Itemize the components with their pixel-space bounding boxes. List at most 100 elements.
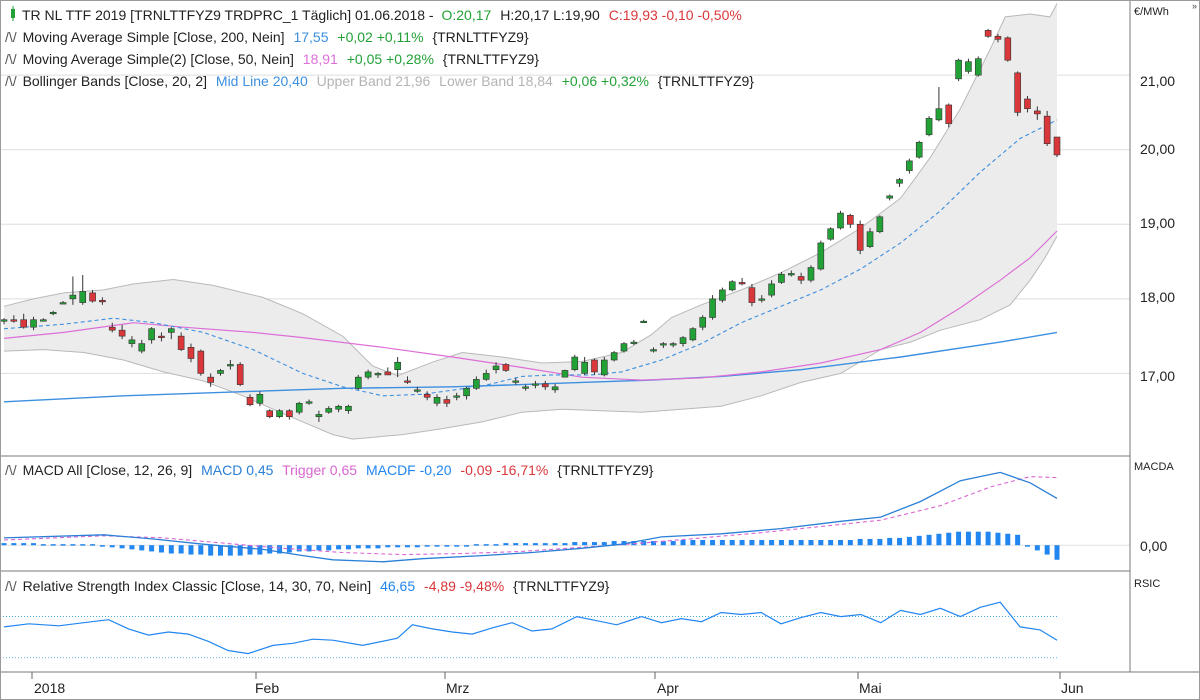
candle xyxy=(246,394,254,407)
candle-body xyxy=(138,343,146,352)
candle xyxy=(404,376,411,384)
candle xyxy=(79,274,87,305)
candle-body xyxy=(118,329,126,337)
candle-body xyxy=(473,379,480,389)
candle-icon xyxy=(11,6,15,21)
macdf-bar xyxy=(218,545,224,556)
candle xyxy=(148,327,155,344)
macdf-bar xyxy=(985,531,991,546)
line-style-icon: /\/ xyxy=(5,73,17,89)
macdf-bar xyxy=(316,545,322,551)
candle xyxy=(876,215,884,234)
macdf-bar xyxy=(611,541,617,546)
legend-macd-macdf: MACDF -0,20 xyxy=(366,462,452,478)
scroll-marker-icon[interactable]: » xyxy=(1192,1,1197,11)
macdf-bar xyxy=(1005,533,1011,546)
candle xyxy=(620,342,628,353)
candle xyxy=(561,369,569,378)
macdf-bar xyxy=(483,544,489,546)
candle-body xyxy=(443,399,451,404)
macdf-bar xyxy=(257,545,263,555)
macd-tick-zero: 0,00 xyxy=(1140,538,1167,554)
candle xyxy=(276,409,283,419)
candle xyxy=(512,377,520,385)
candle-body xyxy=(59,302,67,305)
macdf-bar xyxy=(424,545,430,547)
candle xyxy=(827,227,834,241)
candle xyxy=(177,332,185,352)
candle xyxy=(768,280,775,298)
candle xyxy=(374,371,382,378)
trigger-line xyxy=(3,476,1058,556)
macdf-bar xyxy=(956,531,962,546)
candle xyxy=(689,327,697,342)
candle-body xyxy=(266,410,274,417)
macdf-bar xyxy=(296,545,302,552)
candle-body xyxy=(128,339,136,344)
candle-body xyxy=(945,104,953,124)
candle xyxy=(335,404,342,413)
candle-body xyxy=(69,294,77,300)
legend-rsi-change: -4,89 -9,48% xyxy=(424,578,504,594)
candle-body xyxy=(896,179,903,184)
candle-body xyxy=(295,402,303,413)
legend-rsi: /\/ Relative Strength Index Classic [Clo… xyxy=(5,578,610,594)
macdf-bar xyxy=(434,545,440,547)
candle-body xyxy=(256,394,264,404)
macdf-bar xyxy=(729,540,735,546)
candle xyxy=(1043,110,1051,146)
candle xyxy=(69,276,77,305)
candle xyxy=(315,410,323,422)
candle-body xyxy=(660,343,667,346)
month-label-mrz: Mrz xyxy=(446,680,469,696)
candle-body xyxy=(207,376,214,383)
candle xyxy=(738,277,746,286)
candle xyxy=(610,351,618,362)
candle-body xyxy=(807,267,815,281)
macdf-bar xyxy=(139,545,145,551)
macdf-bar xyxy=(532,543,538,546)
candle xyxy=(1014,71,1021,117)
candle-body xyxy=(10,319,18,322)
candle xyxy=(502,362,510,372)
legend-ma200-change: +0,02 +0,11% xyxy=(337,29,423,45)
macdf-bar xyxy=(70,544,76,546)
candle xyxy=(325,406,333,414)
candle xyxy=(40,318,47,322)
candle-body xyxy=(167,328,175,333)
macdf-bar xyxy=(198,545,204,555)
candle-body xyxy=(571,356,579,370)
legend-ma50: /\/ Moving Average Simple(2) [Close, 50,… xyxy=(5,51,539,67)
candle xyxy=(423,391,431,401)
macdf-bar xyxy=(926,534,932,546)
macdf-bar xyxy=(965,531,971,546)
candle-body xyxy=(354,376,362,389)
candle-body xyxy=(591,359,598,373)
macdf-bar xyxy=(464,545,470,547)
candle-body xyxy=(541,383,549,388)
macdf-bar xyxy=(690,540,696,546)
candle-body xyxy=(394,361,401,370)
candle xyxy=(709,295,716,320)
candle xyxy=(679,336,687,347)
candle xyxy=(89,289,96,303)
month-label-feb: Feb xyxy=(255,680,279,696)
candle-body xyxy=(30,319,37,328)
candle xyxy=(896,178,903,187)
legend-ma200-title: Moving Average Simple [Close, 200, Nein] xyxy=(23,29,285,45)
candle xyxy=(295,401,303,415)
macdf-bar xyxy=(395,545,401,548)
macdf-bar xyxy=(60,544,66,546)
candle-body xyxy=(601,359,608,376)
line-style-icon: /\/ xyxy=(5,29,17,45)
candle-body xyxy=(679,337,687,344)
price-tick-19: 19,00 xyxy=(1140,215,1175,231)
candle-body xyxy=(856,223,864,251)
macdf-bar xyxy=(552,543,558,546)
macdf-bar xyxy=(493,544,499,546)
macdf-bar xyxy=(355,545,361,549)
macdf-bar xyxy=(473,544,479,546)
macdf-bar xyxy=(719,540,725,546)
main-legend: TR NL TTF 2019 [TRNLTTFYZ9 TRDPRC_1 Tägl… xyxy=(5,6,754,89)
macdf-bar xyxy=(877,538,883,546)
